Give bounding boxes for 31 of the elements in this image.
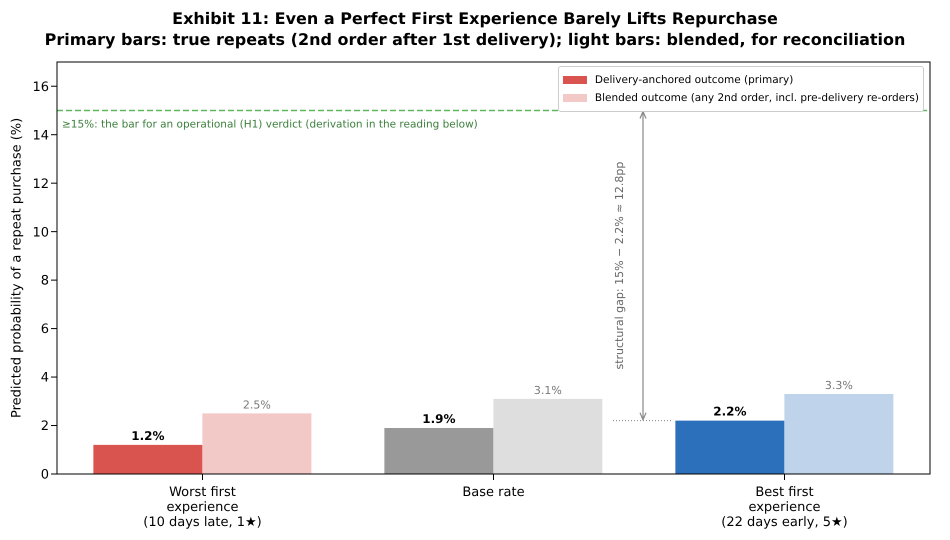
chart-title: Exhibit 11: Even a Perfect First Experience Barely Lifts Repurchase xyxy=(171,8,779,29)
bar xyxy=(202,413,312,474)
x-tick-label: Base rate xyxy=(462,485,525,500)
data-label: 1.9% xyxy=(422,412,456,426)
data-label: 3.3% xyxy=(824,379,853,392)
bar xyxy=(493,398,602,474)
chart-subtitle: Primary bars: true repeats (2nd order after 1st delivery); light bars: blended, for reconciliation xyxy=(44,29,906,50)
y-tick-label: 12 xyxy=(32,176,49,192)
bar xyxy=(93,444,202,474)
annotation: structural gap: 15% − 2.2% ≈ 12.8pp xyxy=(613,162,626,370)
y-tick-label: 0 xyxy=(40,468,49,483)
y-tick-label: 10 xyxy=(32,225,49,240)
data-label: 2.5% xyxy=(242,398,271,412)
x-tick-label: Worst first experience (10 days late, 1★) xyxy=(143,485,262,530)
y-tick-label: 16 xyxy=(32,80,49,95)
y-tick-label: 6 xyxy=(40,322,49,338)
bar xyxy=(784,394,894,474)
data-label: 3.1% xyxy=(534,384,562,397)
data-label: 1.2% xyxy=(131,428,165,443)
ref-line-label: ≥15%: the bar for an operational (H1) verdict (derivation in the reading below) xyxy=(62,118,478,130)
legend-label: Blended outcome (any 2nd order, incl. pre-delivery re-orders) xyxy=(594,92,919,104)
bar xyxy=(675,420,784,474)
legend-label: Delivery-anchored outcome (primary) xyxy=(594,74,794,86)
y-axis-title: Predicted probability of a repeat purchase (%) xyxy=(10,118,25,418)
y-tick-label: 8 xyxy=(40,274,49,289)
y-tick-label: 4 xyxy=(40,370,49,386)
y-tick-label: 14 xyxy=(32,128,49,144)
x-tick-label: Best first experience (22 days early, 5★) xyxy=(721,485,848,530)
data-label: 2.2% xyxy=(713,404,747,419)
bar xyxy=(384,428,494,474)
y-tick-label: 2 xyxy=(40,419,49,434)
